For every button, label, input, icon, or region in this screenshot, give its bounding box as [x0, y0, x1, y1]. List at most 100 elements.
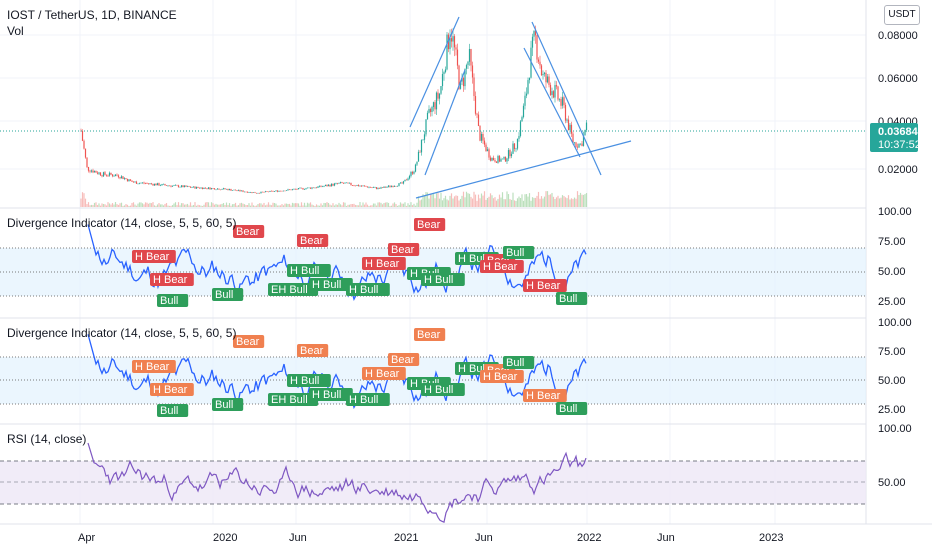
candle-body: [158, 183, 160, 186]
volume-bar: [189, 202, 192, 207]
volume-bar: [270, 205, 273, 207]
currency-button[interactable]: USDT: [884, 5, 920, 25]
volume-bar: [287, 203, 289, 207]
volume-bar: [215, 203, 217, 207]
rsi-title[interactable]: RSI (14, close): [7, 432, 86, 446]
wedge-line-4[interactable]: [523, 47, 581, 158]
candle-body: [314, 187, 316, 189]
candle-body: [245, 191, 247, 193]
volume-bar: [96, 205, 99, 207]
candle-body: [167, 185, 169, 187]
volume-label[interactable]: Vol: [7, 24, 24, 38]
candle-body: [257, 193, 259, 194]
last-price-tag[interactable]: 0.03684 10:37:52: [870, 123, 921, 152]
volume-bar: [444, 195, 447, 207]
candle-body: [299, 187, 301, 189]
candle-body: [498, 155, 501, 162]
divergence-label: H Bear: [135, 361, 170, 373]
div1-axis[interactable]: 100.00 75.00 50.00 25.00: [878, 206, 912, 308]
wedge-line-1[interactable]: [409, 16, 460, 128]
candle-body: [288, 189, 291, 190]
volume-bar: [575, 198, 577, 207]
volume-bar: [371, 205, 373, 207]
candle-body: [536, 35, 538, 60]
candle-body: [266, 191, 268, 192]
divergence-label-box: [157, 294, 189, 307]
candle-body: [171, 185, 174, 187]
time-axis[interactable]: Apr 2020 Jun 2021 Jun 2022 Jun 2023: [78, 532, 783, 544]
wedge-line-3[interactable]: [531, 21, 602, 176]
symbol-title[interactable]: IOST / TetherUS, 1D, BINANCE: [7, 8, 177, 22]
volume-bar: [339, 204, 342, 207]
rsi-line[interactable]: [87, 442, 587, 524]
volume-bar: [95, 202, 97, 207]
volume-bar: [300, 202, 303, 207]
candle-body: [267, 191, 270, 193]
candle-body: [146, 183, 148, 184]
candle-body: [573, 142, 576, 143]
div2-title[interactable]: Divergence Indicator (14, close, 5, 5, 6…: [7, 326, 236, 340]
support-line[interactable]: [415, 140, 632, 199]
volume-bar: [308, 203, 310, 207]
volume-bar: [404, 202, 406, 207]
divergence-label-box: [556, 402, 588, 415]
candle-body: [491, 157, 493, 161]
candle-body: [429, 109, 432, 113]
volume-bar: [548, 194, 550, 207]
candle-body: [378, 187, 381, 189]
candle-body: [533, 30, 535, 37]
volume-bar: [242, 203, 244, 207]
candle-body: [129, 179, 132, 181]
candle-body: [383, 186, 385, 188]
div2-axis[interactable]: 100.00 75.00 50.00 25.00: [878, 317, 912, 416]
candle-body: [242, 190, 244, 192]
candle-body: [359, 185, 361, 187]
rsi-pane[interactable]: [0, 442, 866, 524]
volume-bar: [437, 192, 439, 207]
volume-bar: [407, 203, 409, 207]
candle-body: [150, 183, 153, 184]
candle-body: [405, 179, 408, 181]
candle-body: [528, 77, 531, 81]
candle-body: [141, 182, 144, 184]
candle-body: [113, 176, 115, 177]
div1-tick: 25.00: [878, 296, 906, 308]
volume-bar: [396, 205, 399, 207]
volume-bar: [560, 197, 562, 207]
volume-bar: [159, 204, 162, 207]
candle-body: [419, 151, 421, 153]
volume-bar: [107, 202, 109, 207]
candle-body: [428, 109, 430, 113]
candle-body: [210, 188, 213, 190]
volume-bar: [207, 202, 210, 207]
wedge-line-2[interactable]: [424, 69, 466, 176]
candle-body: [453, 36, 456, 48]
trendlines[interactable]: [409, 16, 632, 199]
divergence-label: Bear: [236, 226, 260, 238]
candle-body: [407, 178, 409, 181]
volume-bar: [153, 205, 156, 207]
price-candles[interactable]: [80, 25, 588, 194]
candle-body: [374, 187, 376, 188]
candle-body: [545, 72, 547, 83]
candle-body: [122, 176, 124, 179]
rsi-axis[interactable]: 100.00 50.00: [878, 423, 912, 489]
candle-body: [272, 190, 274, 192]
candle-body: [306, 187, 309, 189]
candle-body: [285, 190, 288, 192]
volume-bar: [564, 197, 567, 207]
candle-body: [422, 139, 424, 141]
candle-body: [284, 190, 286, 192]
time-tick: Jun: [289, 532, 307, 544]
candle-body: [393, 186, 396, 187]
div1-title[interactable]: Divergence Indicator (14, close, 5, 5, 6…: [7, 216, 236, 230]
volume-bar: [296, 203, 298, 207]
volume-bar: [138, 202, 141, 207]
divergence-label: Bull: [160, 405, 178, 417]
candle-body: [560, 99, 562, 106]
